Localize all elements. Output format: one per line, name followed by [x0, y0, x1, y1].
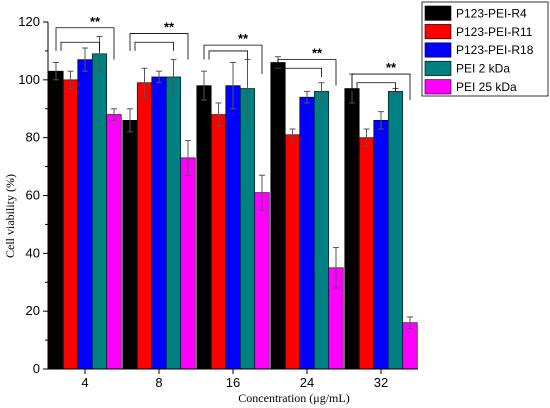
legend-label: P123-PEI-R11 — [456, 25, 533, 39]
bar — [196, 85, 212, 370]
axes: 0 20 40 60 80 100 120 4 8 16 24 32 — [18, 14, 418, 390]
y-tick-label: 120 — [18, 14, 40, 29]
significance-label: ** — [90, 14, 101, 29]
bar — [165, 76, 182, 370]
x-axis-label: Concentration (μg/mL) — [238, 391, 349, 405]
bar — [344, 88, 360, 370]
bar — [77, 59, 93, 370]
significance-bracket-inner — [282, 67, 322, 77]
significance-brackets: ** ** ** ** ** — [55, 14, 411, 101]
bar — [151, 76, 167, 370]
significance-bracket-inner — [208, 50, 248, 60]
bar — [180, 157, 196, 370]
bar — [225, 85, 241, 370]
significance-bracket — [129, 33, 189, 60]
bar — [48, 70, 64, 370]
legend-label: P123-PEI-R4 — [456, 6, 527, 20]
bar — [239, 88, 256, 370]
significance-bracket-inner — [356, 82, 396, 92]
significance-label: ** — [164, 20, 175, 35]
y-axis-label: Cell viability (%) — [3, 174, 17, 258]
x-tick-label: 32 — [374, 375, 388, 390]
bar — [254, 192, 270, 370]
significance-label: ** — [312, 46, 323, 61]
significance-bracket-inner — [60, 41, 100, 51]
significance-bracket — [203, 44, 263, 75]
bar — [122, 120, 138, 370]
significance-bracket-inner — [134, 41, 174, 51]
bar — [136, 82, 153, 370]
legend-label: PEI 2 kDa — [456, 62, 510, 76]
legend-swatch — [424, 79, 452, 95]
significance-bracket — [351, 73, 411, 101]
bar — [91, 53, 108, 370]
legend-label: P123-PEI-R18 — [456, 43, 534, 57]
y-tick-label: 60 — [26, 188, 40, 203]
x-tick-label: 8 — [155, 375, 162, 390]
legend-swatch — [424, 5, 452, 21]
y-tick-label: 40 — [26, 245, 40, 260]
bar — [62, 79, 79, 370]
significance-bracket — [55, 27, 115, 60]
bar — [402, 322, 418, 370]
x-tick-label: 4 — [81, 375, 88, 390]
bar — [387, 91, 404, 370]
y-tick-label: 20 — [26, 303, 40, 318]
x-tick-label: 16 — [226, 375, 240, 390]
x-tick-label: 24 — [300, 375, 314, 390]
bar — [210, 114, 227, 370]
legend-swatch — [424, 60, 452, 76]
y-tick-label: 100 — [18, 72, 40, 87]
significance-label: ** — [386, 60, 397, 75]
y-tick-label: 0 — [33, 361, 40, 376]
bars — [48, 35, 418, 370]
bar — [270, 62, 286, 370]
significance-label: ** — [238, 31, 249, 46]
legend-swatch — [424, 24, 452, 40]
bar — [358, 137, 375, 370]
bar — [106, 114, 122, 370]
bar — [373, 120, 389, 370]
significance-bracket — [277, 59, 337, 86]
legend: P123-PEI-R4 P123-PEI-R11 P123-PEI-R18 PEI 2… — [421, 1, 549, 97]
bar — [313, 91, 330, 370]
bar — [299, 96, 315, 370]
bar — [284, 134, 301, 370]
legend-swatch — [424, 42, 452, 58]
y-tick-label: 80 — [26, 130, 40, 145]
legend-label: PEI 25 kDa — [456, 80, 517, 94]
